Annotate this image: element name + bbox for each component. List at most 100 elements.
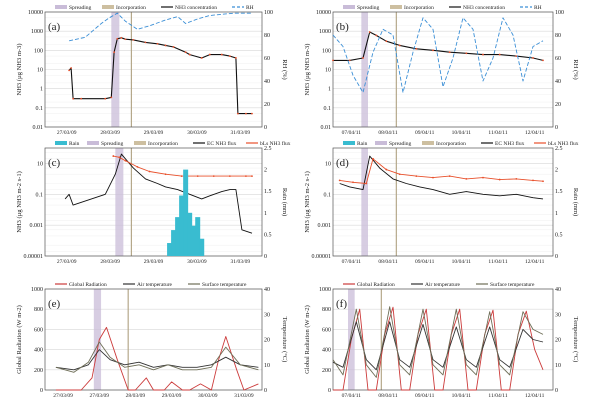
ytick-label: 1	[40, 87, 43, 93]
xtick-label: 07/04/11	[342, 130, 362, 136]
xtick-label: 31/03/09	[234, 393, 254, 399]
data-point	[532, 179, 534, 182]
legend-label: Rain	[357, 141, 368, 147]
xtick-label: 11/04/11	[488, 259, 507, 265]
xtick-label: 08/04/11	[378, 130, 398, 136]
panel-label: (b)	[336, 21, 349, 33]
panel-c: 0.00001 0.001 0.1 10 0 0.5 1 1.5 2 2.5 27/03/09 28/…	[16, 140, 291, 265]
xtick-label: 29/03/09	[162, 393, 182, 399]
y2tick-label: 60	[555, 56, 561, 62]
xtick-label: 08/04/11	[378, 393, 398, 399]
legend: Global Radiation Air temperature Surface t…	[343, 281, 535, 288]
legend-label: Spreading	[69, 5, 92, 11]
panel-e: 0 200 400 600 800 1000 0 10 20 30 40 27/03/09 27/03/…	[16, 281, 288, 399]
xtick-label: 11/04/11	[488, 130, 507, 136]
legend-label: Spreading	[357, 5, 380, 11]
xtick-label: 07/04/11	[342, 393, 362, 399]
y2tick-label: 100	[555, 10, 564, 16]
rain-bar	[171, 230, 177, 256]
legend-swatch	[134, 141, 146, 145]
y2tick-label: 1	[555, 211, 558, 217]
y2tick-label: 2.5	[555, 146, 563, 152]
ytick-label: 600	[322, 327, 331, 333]
legend-label: NH3 concentration	[175, 5, 217, 11]
y2-axis-title: Rain (mm)	[281, 188, 288, 216]
y2-axis-title: Temperature (°C)	[281, 317, 288, 363]
data-point	[136, 165, 139, 168]
y2tick-label: 30	[264, 312, 270, 318]
ytick-label: 0.01	[33, 125, 44, 131]
data-point	[220, 53, 223, 56]
data-point	[375, 34, 378, 37]
legend-label: NH3 concentration	[463, 5, 505, 11]
data-point	[332, 59, 334, 62]
y2tick-label: 40	[555, 287, 561, 293]
plot-frame	[44, 288, 263, 391]
panel-f: 0 200 400 600 800 1000 0 10 20 30 40 07/04/11 08/04/…	[304, 281, 579, 399]
y2tick-label: 0	[555, 254, 558, 260]
ytick-label: 10	[325, 161, 331, 167]
data-point	[385, 40, 388, 43]
y2tick-label: 40	[555, 79, 561, 85]
data-point	[124, 38, 127, 41]
data-point	[515, 55, 518, 58]
y2tick-label: 10	[555, 363, 561, 369]
legend-swatch	[55, 5, 67, 9]
plot-frame	[332, 11, 554, 128]
legend-swatch	[343, 141, 355, 145]
ytick-label: 1000	[319, 287, 331, 293]
xtick-label: 31/03/09	[231, 259, 251, 265]
data-point	[144, 41, 147, 44]
data-point	[415, 175, 418, 178]
ytick-label: 1000	[319, 29, 331, 35]
legend-label: Incorporation	[116, 5, 146, 11]
ytick-label: 10	[325, 68, 331, 74]
y2-axis-title: Rain (mm)	[572, 188, 579, 216]
data-point	[80, 97, 83, 100]
rain-bar	[187, 212, 193, 256]
ytick-label: 0.00001	[24, 254, 44, 260]
xtick-label: 07/04/11	[342, 259, 362, 265]
legend-swatch	[375, 141, 387, 145]
ytick-label: 0.001	[30, 223, 44, 229]
legend-swatch	[102, 5, 114, 9]
y2tick-label: 0.5	[555, 232, 563, 238]
rain-bar	[183, 169, 189, 256]
data-point	[465, 52, 468, 55]
spreading-band	[115, 148, 124, 256]
data-point	[498, 178, 501, 181]
series-air-temperature	[55, 349, 259, 371]
data-point	[362, 57, 364, 59]
xtick-label: 30/03/09	[187, 259, 207, 265]
panel-a: 0.01 0.1 1 10 100 1000 10000 0 20 40 60 80 100 27/03/…	[16, 5, 288, 136]
data-point	[372, 157, 374, 160]
series-nh3-concentration	[333, 31, 544, 61]
ytick-label: 10	[37, 68, 43, 74]
y2tick-label: 20	[555, 338, 561, 344]
xtick-label: 09/04/11	[415, 130, 435, 136]
data-point	[112, 155, 115, 157]
rain-bar	[195, 217, 201, 256]
data-point	[245, 175, 247, 178]
series-bls-nh3-flux	[113, 155, 252, 177]
series-surface-temperature	[55, 341, 259, 373]
legend-label: Incorporation	[404, 5, 434, 11]
data-point	[104, 97, 107, 100]
legend-label: Global Radiation	[357, 282, 395, 288]
legend-swatch	[343, 5, 355, 9]
y2tick-label: 40	[264, 287, 270, 293]
ytick-label: 800	[34, 307, 43, 313]
panel-b: 0.01 0.1 1 10 100 1000 10000 0 20 40 60 80 100 07/04/…	[304, 5, 579, 136]
ytick-label: 1000	[31, 287, 43, 293]
series-rh	[69, 12, 252, 42]
data-point	[120, 36, 123, 39]
data-point	[200, 57, 203, 59]
y2tick-label: 20	[555, 102, 561, 108]
legend-label: Spreading	[389, 141, 412, 147]
legend-swatch	[422, 141, 434, 145]
data-point	[415, 47, 418, 50]
data-point	[228, 55, 231, 58]
data-point	[465, 177, 468, 180]
legend-label: bLs NH3 flux	[260, 140, 291, 147]
data-point	[448, 51, 451, 54]
